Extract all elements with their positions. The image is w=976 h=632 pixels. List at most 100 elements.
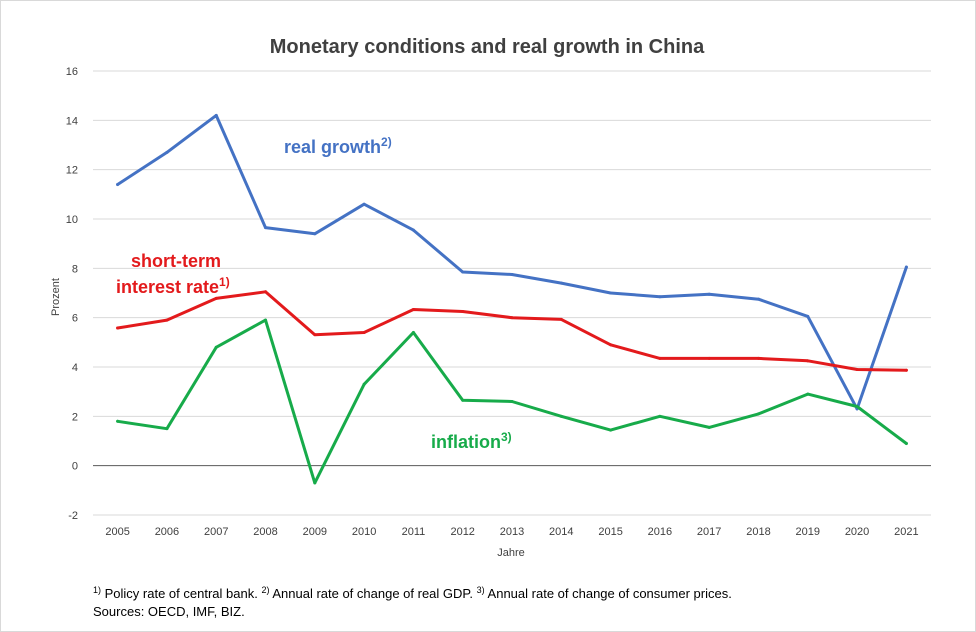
x-tick-label: 2020 bbox=[845, 526, 869, 538]
y-tick-label: 16 bbox=[66, 66, 78, 78]
growth-data-point bbox=[313, 232, 317, 236]
growth-series-label: real growth2) bbox=[284, 135, 392, 157]
x-tick-label: 2011 bbox=[402, 526, 426, 538]
footnote-text-1: Policy rate of central bank. bbox=[101, 586, 262, 601]
inflation-data-point bbox=[806, 392, 810, 396]
chart-title: Monetary conditions and real growth in C… bbox=[270, 36, 705, 58]
y-tick-label: 6 bbox=[72, 313, 78, 325]
rate-data-point bbox=[510, 316, 514, 320]
footnote-marker-3: 3) bbox=[476, 585, 485, 595]
inflation-series-label: inflation3) bbox=[431, 430, 512, 452]
footnote-marker-1: 1) bbox=[93, 585, 102, 595]
inflation-data-point bbox=[904, 441, 908, 445]
growth-data-point bbox=[214, 113, 218, 117]
x-tick-label: 2019 bbox=[796, 526, 820, 538]
y-tick-label: 4 bbox=[72, 362, 78, 374]
growth-series-line bbox=[116, 113, 908, 411]
rate-series-label-line1: short-term bbox=[131, 251, 221, 271]
x-tick-label: 2010 bbox=[352, 526, 376, 538]
y-tick-label: 8 bbox=[72, 263, 78, 275]
rate-data-point bbox=[904, 368, 908, 372]
x-tick-label: 2012 bbox=[450, 526, 474, 538]
rate-series-line bbox=[116, 290, 908, 372]
rate-data-point bbox=[559, 317, 563, 321]
growth-data-point bbox=[510, 273, 514, 276]
x-tick-label: 2017 bbox=[697, 526, 721, 538]
inflation-data-point bbox=[559, 414, 563, 418]
x-tick-label: 2016 bbox=[648, 526, 672, 538]
growth-data-point bbox=[411, 228, 415, 232]
rate-data-point bbox=[658, 356, 662, 360]
rate-data-point bbox=[214, 296, 218, 300]
inflation-data-point bbox=[756, 412, 760, 416]
y-tick-label: 12 bbox=[66, 165, 78, 177]
rate-data-point bbox=[756, 356, 760, 360]
x-tick-label: 2006 bbox=[155, 526, 179, 538]
inflation-data-point bbox=[461, 398, 465, 402]
growth-data-point bbox=[461, 270, 465, 274]
growth-data-point bbox=[806, 314, 810, 318]
y-tick-label: 0 bbox=[72, 461, 78, 473]
inflation-data-point bbox=[264, 318, 268, 322]
growth-data-point bbox=[264, 226, 268, 230]
y-tick-label: 2 bbox=[72, 411, 78, 423]
footnotes: 1) Policy rate of central bank. 2) Annua… bbox=[93, 581, 732, 621]
inflation-data-point bbox=[510, 400, 514, 404]
inflation-data-point bbox=[116, 419, 120, 423]
rate-data-point bbox=[313, 333, 317, 337]
sources-line: Sources: OECD, IMF, BIZ. bbox=[93, 604, 245, 619]
series-lines bbox=[116, 113, 908, 485]
x-tick-label: 2013 bbox=[500, 526, 524, 538]
x-tick-label: 2015 bbox=[598, 526, 622, 538]
rate-data-point bbox=[855, 367, 859, 371]
growth-data-point bbox=[559, 281, 563, 285]
line-chart: Monetary conditions and real growth in C… bbox=[50, 36, 931, 559]
inflation-data-point bbox=[214, 345, 218, 349]
inflation-data-point bbox=[411, 330, 415, 334]
rate-data-point bbox=[362, 330, 366, 334]
rate-data-point bbox=[116, 326, 120, 330]
rate-data-point bbox=[264, 290, 268, 294]
x-tick-label: 2014 bbox=[549, 526, 573, 538]
inflation-data-point bbox=[609, 428, 613, 432]
footnote-definitions: 1) Policy rate of central bank. 2) Annua… bbox=[93, 581, 732, 603]
x-tick-label: 2018 bbox=[746, 526, 770, 538]
rate-data-point bbox=[461, 310, 465, 313]
growth-data-point bbox=[658, 295, 662, 299]
y-tick-label: 10 bbox=[66, 214, 78, 226]
growth-data-point bbox=[116, 182, 120, 186]
x-tick-label: 2021 bbox=[894, 526, 918, 538]
rate-data-point bbox=[707, 356, 711, 360]
growth-data-point bbox=[904, 265, 908, 269]
x-axis-label: Jahre bbox=[497, 547, 525, 559]
growth-data-point bbox=[756, 297, 760, 301]
y-axis-ticks: -2 0 2 4 6 8 10 12 14 16 bbox=[66, 66, 78, 522]
x-tick-label: 2009 bbox=[303, 526, 327, 538]
rate-series-label-line2: interest rate1) bbox=[116, 275, 230, 297]
inflation-data-point bbox=[313, 481, 317, 485]
x-tick-label: 2008 bbox=[253, 526, 277, 538]
growth-data-point bbox=[165, 150, 169, 154]
rate-data-point bbox=[806, 359, 810, 363]
rate-data-point bbox=[609, 343, 613, 347]
inflation-data-point bbox=[658, 414, 662, 418]
growth-data-point bbox=[362, 202, 366, 206]
inflation-data-point bbox=[707, 425, 711, 429]
inflation-data-point bbox=[855, 404, 859, 408]
rate-data-point bbox=[411, 308, 415, 312]
y-tick-label: 14 bbox=[66, 115, 78, 127]
footnote-text-3: Annual rate of change of consumer prices… bbox=[484, 586, 732, 601]
y-tick-label: -2 bbox=[68, 510, 78, 522]
x-tick-label: 2005 bbox=[105, 526, 129, 538]
footnote-marker-2: 2) bbox=[261, 585, 270, 595]
rate-data-point bbox=[165, 318, 169, 322]
growth-data-point bbox=[707, 292, 711, 296]
footnote-text-2: Annual rate of change of real GDP. bbox=[269, 586, 477, 601]
growth-data-point bbox=[609, 291, 613, 295]
x-tick-label: 2007 bbox=[204, 526, 228, 538]
inflation-data-point bbox=[362, 382, 366, 386]
x-axis-ticks: 2005 2006 2007 2008 2009 2010 2011 2012 2013 2014… bbox=[105, 526, 918, 538]
inflation-data-point bbox=[165, 427, 169, 431]
y-axis-label: Prozent bbox=[50, 278, 62, 316]
